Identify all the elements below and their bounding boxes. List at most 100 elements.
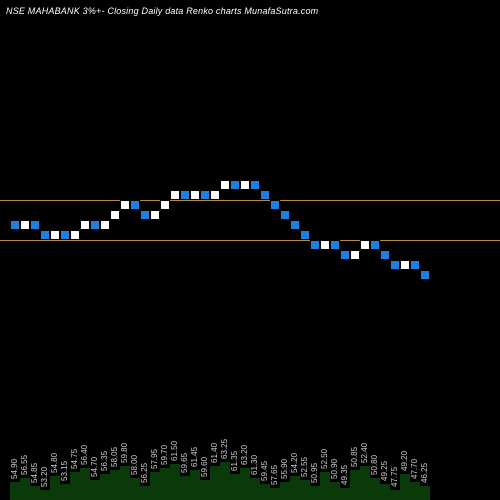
renko-brick — [40, 230, 50, 240]
renko-brick — [240, 180, 250, 190]
renko-brick — [360, 240, 370, 250]
volume-bar — [350, 470, 360, 500]
volume-bar — [180, 476, 190, 500]
volume-bar — [420, 486, 430, 500]
volume-bar — [30, 486, 40, 500]
volume-label: 50.90 — [330, 459, 339, 479]
volume-bar — [160, 468, 170, 500]
renko-brick — [250, 180, 260, 190]
volume-bar — [410, 482, 420, 500]
volume-bar — [110, 470, 120, 500]
volume-bar — [10, 482, 20, 500]
volume-bar — [130, 478, 140, 500]
volume-label: 63.25 — [220, 439, 229, 459]
volume-label: 61.50 — [170, 441, 179, 461]
volume-bar — [300, 480, 310, 500]
renko-brick — [260, 190, 270, 200]
volume-label: 49.35 — [340, 465, 349, 485]
renko-brick — [20, 220, 30, 230]
renko-brick — [120, 200, 130, 210]
volume-label: 61.35 — [230, 451, 239, 471]
renko-brick — [90, 220, 100, 230]
volume-bar — [360, 466, 370, 500]
renko-brick — [170, 190, 180, 200]
volume-label: 56.25 — [140, 463, 149, 483]
volume-bar — [80, 468, 90, 500]
volume-bar — [60, 484, 70, 500]
volume-bar — [320, 472, 330, 500]
renko-brick — [60, 230, 70, 240]
renko-brick — [300, 230, 310, 240]
volume-bar — [200, 480, 210, 500]
volume-bar — [370, 478, 380, 500]
renko-brick — [310, 240, 320, 250]
volume-label: 58.05 — [110, 447, 119, 467]
volume-label: 59.45 — [260, 461, 269, 481]
renko-brick — [340, 250, 350, 260]
volume-bar — [250, 478, 260, 500]
volume-label: 57.65 — [270, 465, 279, 485]
renko-brick — [330, 240, 340, 250]
volume-label: 55.90 — [280, 459, 289, 479]
renko-brick — [200, 190, 210, 200]
renko-brick — [380, 250, 390, 260]
renko-brick — [390, 260, 400, 270]
volume-label: 53.20 — [40, 467, 49, 487]
renko-brick — [130, 200, 140, 210]
volume-bar — [70, 472, 80, 500]
volume-label: 57.95 — [150, 449, 159, 469]
volume-bar — [380, 484, 390, 500]
chart-area: 54.9056.5554.8553.2054.8053.1554.7556.40… — [0, 0, 500, 500]
renko-brick — [370, 240, 380, 250]
renko-brick — [110, 210, 120, 220]
volume-bar — [140, 486, 150, 500]
volume-label: 59.80 — [120, 443, 129, 463]
renko-brick — [230, 180, 240, 190]
volume-label: 59.70 — [160, 445, 169, 465]
renko-brick — [140, 210, 150, 220]
volume-label: 56.35 — [100, 451, 109, 471]
volume-label: 58.00 — [130, 455, 139, 475]
volume-label: 54.20 — [290, 453, 299, 473]
volume-label: 47.75 — [390, 467, 399, 487]
volume-bar — [240, 468, 250, 500]
volume-label: 53.15 — [60, 461, 69, 481]
volume-bar — [170, 464, 180, 500]
renko-brick — [150, 210, 160, 220]
volume-label: 54.85 — [30, 463, 39, 483]
volume-label: 49.20 — [400, 451, 409, 471]
volume-bar — [330, 482, 340, 500]
volume-label: 52.50 — [320, 449, 329, 469]
renko-brick — [70, 230, 80, 240]
renko-brick — [270, 200, 280, 210]
renko-brick — [320, 240, 330, 250]
volume-label: 61.30 — [250, 455, 259, 475]
renko-brick — [210, 190, 220, 200]
renko-brick — [160, 200, 170, 210]
volume-bar — [260, 484, 270, 500]
volume-bar — [40, 490, 50, 500]
volume-label: 56.40 — [80, 445, 89, 465]
volume-label: 49.25 — [380, 461, 389, 481]
volume-label: 46.25 — [420, 463, 429, 483]
renko-brick — [80, 220, 90, 230]
volume-bar — [90, 480, 100, 500]
volume-label: 63.20 — [240, 445, 249, 465]
renko-brick — [180, 190, 190, 200]
volume-label: 61.45 — [190, 447, 199, 467]
renko-brick — [410, 260, 420, 270]
support-line — [0, 200, 500, 201]
volume-bar — [390, 490, 400, 500]
renko-brick — [190, 190, 200, 200]
volume-bar — [270, 488, 280, 500]
volume-bar — [100, 474, 110, 500]
volume-bar — [150, 472, 160, 500]
volume-bar — [190, 470, 200, 500]
volume-bar — [210, 466, 220, 500]
volume-label: 50.85 — [350, 447, 359, 467]
renko-brick — [220, 180, 230, 190]
volume-bar — [230, 474, 240, 500]
renko-brick — [50, 230, 60, 240]
volume-label: 54.90 — [10, 459, 19, 479]
volume-label: 59.65 — [180, 453, 189, 473]
